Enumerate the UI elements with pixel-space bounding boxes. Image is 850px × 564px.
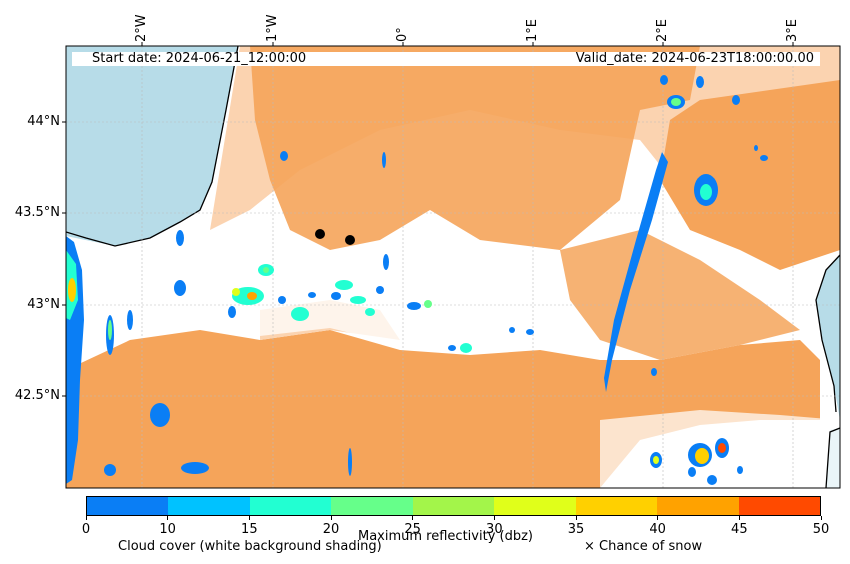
colorbar-tick-label: 20 <box>322 522 340 537</box>
colorbar-tick-mark <box>575 516 577 520</box>
colorbar-tick-mark <box>85 516 87 520</box>
colorbar-tick-label: 40 <box>649 522 666 537</box>
colorbar-segment-5 <box>494 497 576 515</box>
colorbar-tick-mark <box>820 516 822 520</box>
lat-label-43-5n: 43.5°N <box>14 205 60 220</box>
colorbar-tick-mark <box>738 516 740 520</box>
colorbar-tick-label: 50 <box>812 522 830 537</box>
colorbar-tick-mark <box>330 516 332 520</box>
colorbar-tick-mark <box>657 516 659 520</box>
station-marker <box>315 229 325 239</box>
atlantic-coastline <box>66 46 239 247</box>
lat-label-44n: 44°N <box>27 114 60 129</box>
rain-area-north <box>250 46 700 250</box>
colorbar-segment-8 <box>738 497 820 515</box>
lon-label-2w: 2°W <box>134 14 149 42</box>
colorbar-tick-mark <box>412 516 414 520</box>
mediterranean-coastline <box>815 254 840 413</box>
lon-label-3e: 3°E <box>785 19 800 42</box>
colorbar-tick-label: 0 <box>81 522 91 537</box>
cloud-cover-legend: Cloud cover (white background shading) <box>118 539 382 554</box>
colorbar-tick-label: 10 <box>159 522 176 537</box>
bay-of-biscay-sea <box>66 46 238 246</box>
colorbar-tick-label: 25 <box>404 522 421 537</box>
start-date-label: Start date: 2024-06-21_12:00:00 <box>92 51 307 66</box>
mediterranean-sea <box>816 255 840 420</box>
colorbar-tick-mark <box>493 516 495 520</box>
convective-line <box>604 152 668 392</box>
reflectivity-colorbar <box>86 496 821 516</box>
colorbar-segment-7 <box>657 497 739 515</box>
lon-label-1w: 1°W <box>265 14 280 42</box>
colorbar-segment-3 <box>331 497 413 515</box>
colorbar-segment-6 <box>575 497 658 515</box>
colorbar-segment-4 <box>412 497 495 515</box>
colorbar-segment-2 <box>249 497 332 515</box>
lat-label-43n: 43°N <box>27 297 60 312</box>
snow-legend: × Chance of snow <box>584 539 703 554</box>
station-marker <box>345 235 355 245</box>
colorbar-tick-label: 30 <box>486 522 503 537</box>
lon-label-1e: 1°E <box>525 19 540 42</box>
colorbar-tick-label: 35 <box>567 522 585 537</box>
lon-label-2e: 2°E <box>655 19 670 42</box>
colorbar-label: Maximum reflectivity (dbz) <box>358 529 533 544</box>
colorbar-segment-0 <box>87 497 169 515</box>
colorbar-tick-mark <box>248 516 250 520</box>
rain-area-east <box>660 80 840 270</box>
date-banner <box>72 52 820 66</box>
colorbar-tick-label: 15 <box>241 522 258 537</box>
lat-label-42-5n: 42.5°N <box>14 388 60 403</box>
lon-label-0: 0° <box>395 27 410 42</box>
colorbar-tick-mark <box>167 516 169 520</box>
valid-date-label: Valid_date: 2024-06-23T18:00:00.00 <box>575 51 814 66</box>
colorbar-segment-1 <box>168 497 250 515</box>
colorbar-tick-label: 45 <box>731 522 748 537</box>
